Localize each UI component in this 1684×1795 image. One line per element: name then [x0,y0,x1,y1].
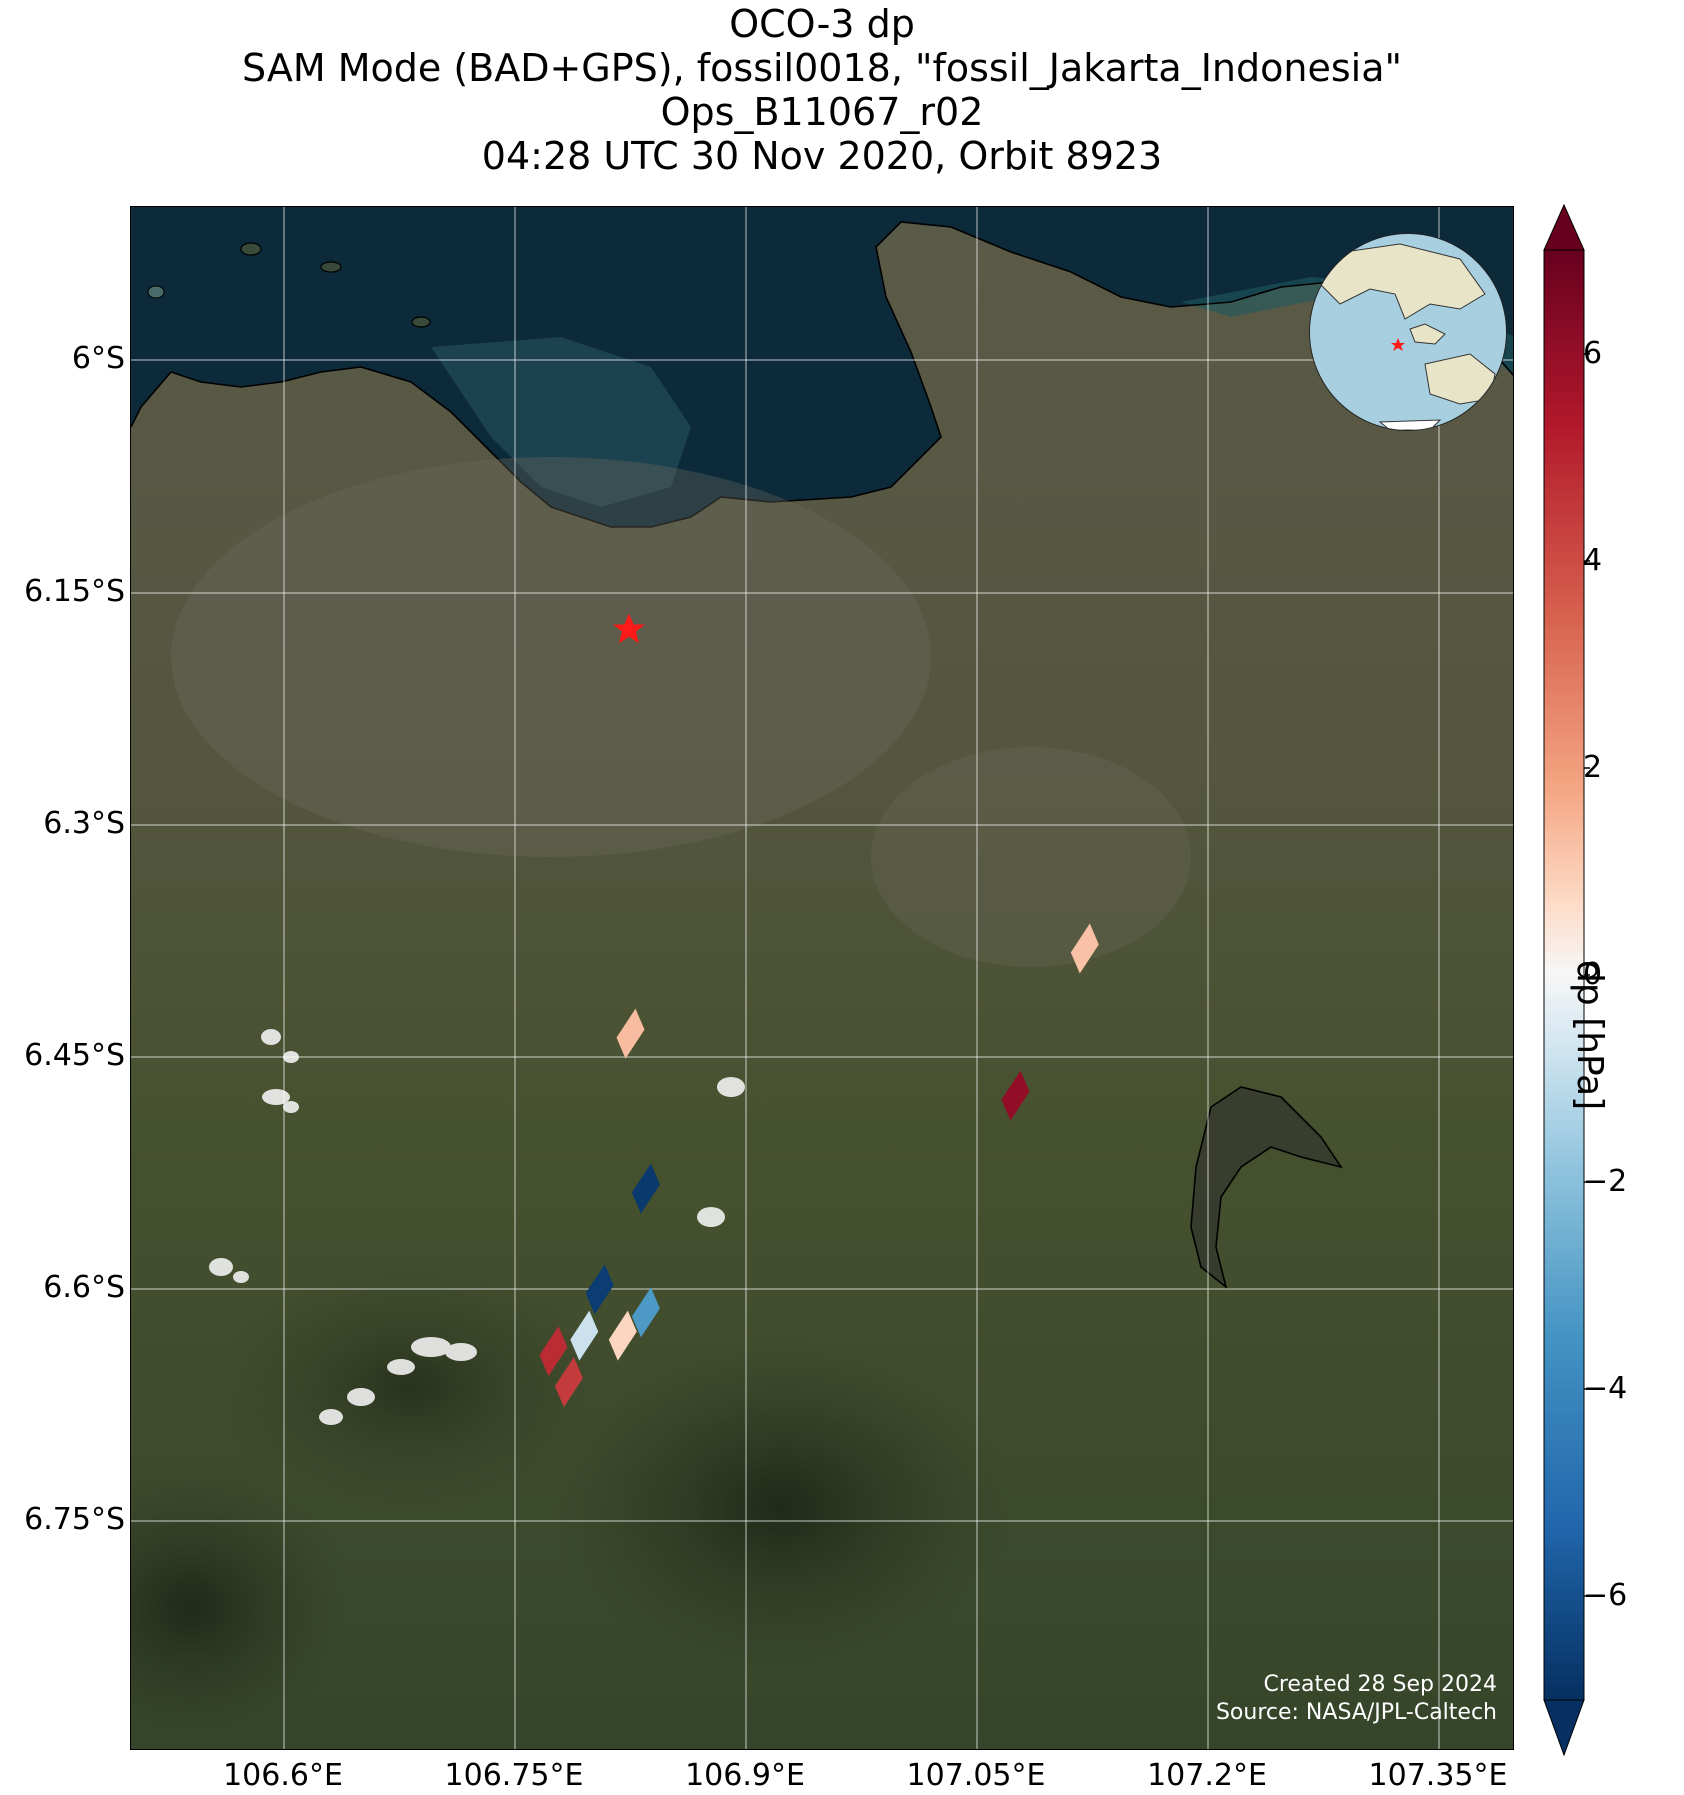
lake-outline [1190,1086,1343,1290]
lon-label: 106.6°E [223,1758,343,1793]
map-panel: Created 28 Sep 2024 Source: NASA/JPL-Cal… [130,206,1514,1750]
dp-footprints [539,923,1099,1408]
lat-label: 6.45°S [24,1038,125,1073]
colorbar-tick: 0 [1583,957,1603,992]
inset-globe [1309,233,1507,431]
colorbar-tick: 2 [1583,750,1603,785]
dp-footprint[interactable] [554,1357,583,1408]
lon-label: 106.9°E [685,1758,805,1793]
dp-footprint[interactable] [608,1310,637,1361]
title-block: OCO-3 dp SAM Mode (BAD+GPS), fossil0018,… [130,2,1514,178]
clouds [209,1029,745,1425]
gridlines [131,207,1513,1749]
dp-footprint[interactable] [1001,1070,1030,1121]
ocean-area [131,207,1513,527]
lat-label: 6.3°S [43,806,125,841]
urban-area [871,747,1191,967]
island [411,316,431,328]
island [320,261,342,273]
dp-footprint[interactable] [631,1287,660,1338]
colorbar-title: dp [hPa] [1569,960,1610,1111]
dp-footprint[interactable] [585,1264,614,1315]
dp-footprint[interactable] [570,1310,599,1361]
colorbar-tick: 6 [1583,336,1603,371]
satellite-basemap [131,207,1513,1749]
island [240,242,262,256]
colorbar [1543,203,1590,1757]
lat-label: 6°S [71,341,125,376]
title-line-1: OCO-3 dp [729,2,915,46]
dp-footprint[interactable] [631,1163,660,1214]
volcano-terrain [131,1467,351,1747]
lon-label: 107.05°E [906,1758,1046,1793]
lon-label: 106.75°E [444,1758,584,1793]
credit-source: Source: NASA/JPL-Caltech [1215,1700,1497,1725]
lat-label: 6.6°S [43,1270,125,1305]
lon-label: 107.2°E [1147,1758,1267,1793]
dp-footprint[interactable] [616,1008,645,1059]
lon-label: 107.35°E [1368,1758,1508,1793]
volcano-terrain [211,1257,611,1517]
inset-target-star [1391,338,1405,351]
urban-area [171,457,931,857]
globe-map [1310,234,1506,430]
lat-label: 6.75°S [24,1502,125,1537]
colorbar-min-arrow [1543,1699,1585,1757]
colorbar-tick: −2 [1583,1164,1628,1199]
lat-label: 6.15°S [24,574,125,609]
credit-created: Created 28 Sep 2024 [1263,1672,1498,1697]
colorbar-tick: −6 [1583,1578,1628,1613]
title-line-2: SAM Mode (BAD+GPS), fossil0018, "fossil_… [242,46,1402,90]
island [147,285,165,299]
dp-footprint[interactable] [1070,923,1099,974]
coastline [131,221,1513,528]
shallow-water [431,337,691,507]
title-line-3: Ops_B11067_r02 [660,90,984,134]
volcano-terrain [551,1337,1011,1677]
colorbar-gradient [1543,249,1585,1701]
colorbar-tick: 4 [1583,543,1603,578]
title-line-4: 04:28 UTC 30 Nov 2020, Orbit 8923 [481,134,1163,178]
colorbar-tick: −4 [1583,1371,1628,1406]
dp-footprint[interactable] [539,1326,568,1377]
target-star-marker[interactable] [612,613,645,644]
